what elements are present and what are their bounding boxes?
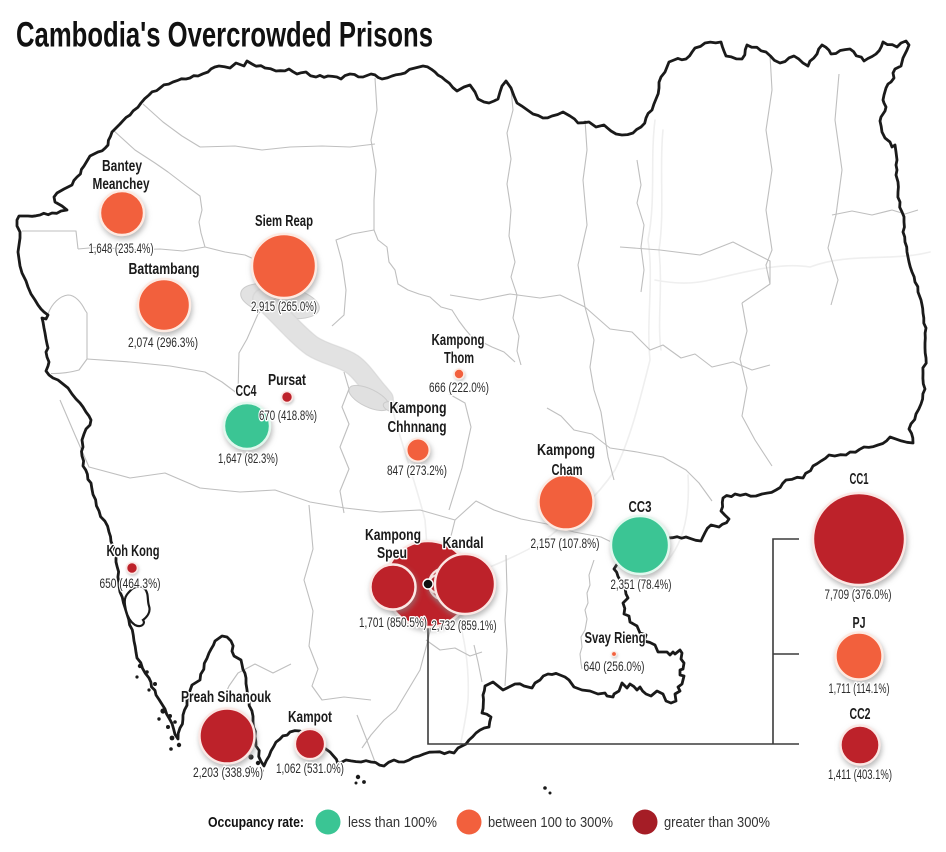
svg-text:670 (418.8%): 670 (418.8%): [259, 407, 317, 423]
svg-text:Koh Kong: Koh Kong: [107, 543, 160, 560]
svg-text:2,157 (107.8%): 2,157 (107.8%): [531, 535, 600, 551]
svg-text:Siem Reap: Siem Reap: [255, 213, 313, 230]
svg-text:Cham: Cham: [552, 462, 583, 479]
svg-text:Kampong: Kampong: [365, 527, 421, 544]
svg-text:Meanchey: Meanchey: [93, 176, 150, 193]
svg-text:CC3: CC3: [629, 499, 652, 516]
svg-text:Kampong: Kampong: [432, 332, 485, 349]
svg-text:Bantey: Bantey: [102, 158, 142, 175]
svg-text:2,915 (265.0%): 2,915 (265.0%): [251, 298, 317, 314]
svg-text:2,351 (78.4%): 2,351 (78.4%): [611, 576, 672, 592]
svg-text:1,711 (114.1%): 1,711 (114.1%): [829, 680, 890, 696]
svg-text:847 (273.2%): 847 (273.2%): [387, 462, 447, 478]
svg-text:Kampong: Kampong: [537, 442, 595, 459]
svg-text:greater than 300%: greater than 300%: [664, 814, 770, 831]
svg-text:Svay Rieng: Svay Rieng: [585, 630, 646, 647]
svg-text:CC4: CC4: [236, 383, 257, 400]
svg-text:between 100 to 300%: between 100 to 300%: [488, 814, 613, 831]
svg-text:Cambodia's Overcrowded Prisons: Cambodia's Overcrowded Prisons: [16, 16, 433, 55]
svg-text:1,647 (82.3%): 1,647 (82.3%): [218, 450, 278, 466]
svg-text:2,732 (859.1%): 2,732 (859.1%): [432, 617, 497, 633]
svg-text:1,411 (403.1%): 1,411 (403.1%): [828, 766, 892, 782]
svg-text:Kampong: Kampong: [390, 400, 447, 417]
svg-text:650 (464.3%): 650 (464.3%): [100, 575, 161, 591]
svg-text:Chhnnang: Chhnnang: [388, 419, 447, 436]
svg-text:7,709 (376.0%): 7,709 (376.0%): [825, 586, 892, 602]
svg-text:CC1: CC1: [850, 471, 869, 488]
svg-text:2,203 (338.9%): 2,203 (338.9%): [193, 764, 263, 780]
svg-text:1,701 (850.5%): 1,701 (850.5%): [359, 614, 427, 630]
svg-text:Thom: Thom: [444, 350, 474, 367]
svg-text:Preah Sihanouk: Preah Sihanouk: [181, 689, 271, 706]
svg-text:PJ: PJ: [853, 615, 866, 632]
svg-text:1,648 (235.4%): 1,648 (235.4%): [89, 240, 154, 256]
svg-text:Battambang: Battambang: [129, 261, 200, 278]
svg-text:2,074 (296.3%): 2,074 (296.3%): [128, 334, 198, 350]
svg-text:640 (256.0%): 640 (256.0%): [584, 658, 645, 674]
svg-text:Speu: Speu: [377, 545, 407, 562]
svg-text:Kampot: Kampot: [288, 709, 332, 726]
svg-text:Occupancy rate:: Occupancy rate:: [208, 814, 304, 831]
svg-text:666 (222.0%): 666 (222.0%): [429, 379, 489, 395]
svg-text:Kandal: Kandal: [443, 535, 484, 552]
svg-text:less than 100%: less than 100%: [348, 814, 437, 831]
svg-text:Pursat: Pursat: [268, 372, 306, 389]
svg-text:1,062 (531.0%): 1,062 (531.0%): [276, 760, 344, 776]
svg-text:CC2: CC2: [850, 706, 871, 723]
